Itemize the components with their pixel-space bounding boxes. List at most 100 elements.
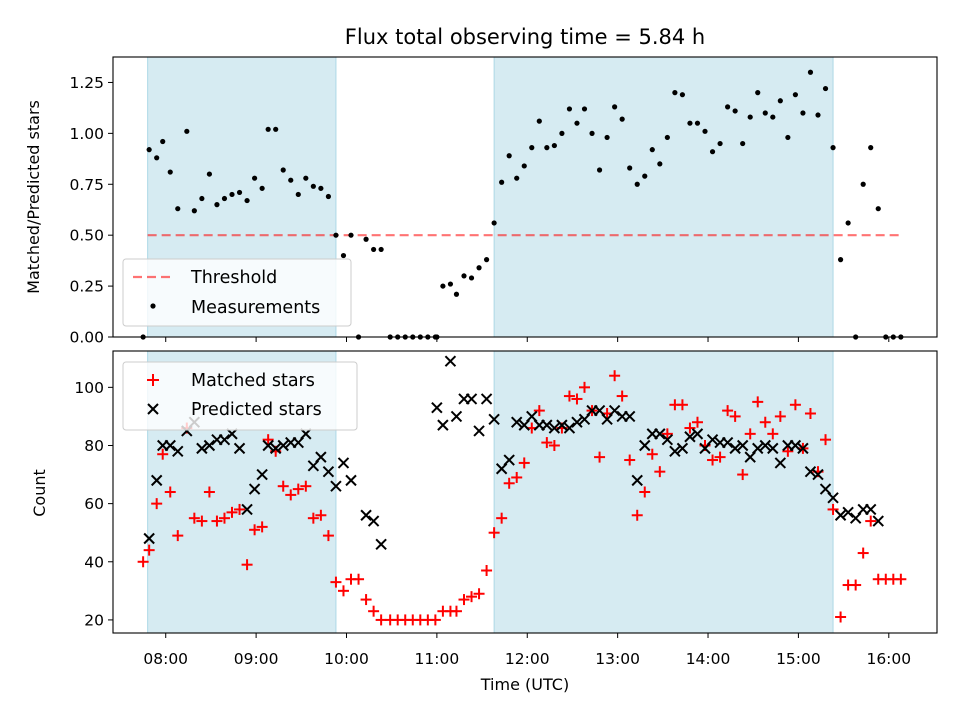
matched-star-point — [473, 588, 485, 600]
measurement-point — [679, 92, 686, 98]
measurement-point — [273, 126, 279, 132]
predicted-star-point — [608, 404, 621, 417]
predicted-star-point — [669, 445, 681, 458]
matched-star-point — [503, 477, 515, 489]
measurement-point — [378, 246, 384, 253]
matched-star-point — [624, 454, 636, 466]
top-plot-frame — [112, 56, 938, 338]
measurement-point — [574, 120, 580, 126]
measurement-point — [363, 236, 369, 242]
measurement-point — [649, 147, 655, 153]
y-tick-label: 40 — [84, 553, 104, 571]
measurement-point — [815, 112, 821, 118]
matched-star-point — [684, 422, 696, 434]
legend-matched-swatch — [147, 374, 159, 386]
measurement-point — [236, 189, 243, 196]
predicted-star-point — [759, 439, 771, 452]
predicted-star-point — [721, 436, 734, 449]
measurement-point — [453, 291, 460, 297]
measurement-point — [755, 90, 761, 96]
top-x-axis-ticks — [165, 337, 890, 342]
matched-star-point — [820, 434, 832, 446]
y-tick-label: 0.75 — [69, 176, 104, 194]
matched-star-point — [631, 509, 643, 521]
legend-measurements-swatch — [150, 303, 156, 309]
measurement-point — [167, 169, 173, 175]
predicted-star-point — [143, 532, 155, 545]
matched-star-point — [895, 573, 907, 585]
measurement-point — [868, 145, 874, 151]
measurement-point — [581, 106, 588, 112]
matched-star-point — [292, 483, 304, 495]
measurement-point — [199, 195, 205, 202]
predicted-star-point — [375, 538, 387, 551]
matched-star-point — [256, 521, 268, 533]
bottom-y-axis-ticks: 20 40 60 80 100 — [74, 379, 113, 629]
measurement-point — [280, 167, 286, 173]
predicted-star-point — [556, 419, 568, 431]
measurement-point — [371, 246, 377, 253]
top-legend: Threshold Measurements — [122, 258, 352, 327]
predicted-star-point — [367, 515, 380, 527]
measurement-point — [657, 161, 663, 167]
matched-star-point — [541, 437, 553, 449]
x-tick-label: 11:00 — [415, 650, 460, 668]
measurement-point — [206, 171, 213, 177]
matched-star-point — [368, 605, 380, 617]
predicted-star-point — [269, 442, 282, 455]
matched-star-point — [226, 506, 238, 518]
measurement-point — [747, 114, 753, 120]
predicted-star-point — [654, 428, 666, 440]
predicted-star-point — [277, 439, 289, 452]
matched-star-point — [137, 556, 149, 568]
matched-star-point — [188, 512, 200, 524]
legend-predicted-swatch — [147, 403, 159, 415]
measurement-point — [461, 273, 467, 279]
matched-star-point — [850, 579, 862, 591]
predicted-star-point — [834, 509, 847, 521]
matched-star-point — [234, 503, 246, 515]
measurement-point — [154, 155, 160, 161]
matched-star-point — [300, 480, 312, 492]
predicted-star-point — [872, 515, 884, 527]
bottom-legend-box — [122, 361, 358, 431]
legend-matched-label: Matched stars — [191, 371, 315, 391]
predicted-star-point — [691, 428, 704, 440]
predicted-star-point — [865, 503, 877, 516]
matched-star-point — [511, 471, 523, 483]
matched-star-point — [865, 515, 877, 527]
predicted-star-point — [322, 465, 335, 478]
measurements-series — [140, 69, 904, 340]
measurement-point — [770, 114, 776, 120]
predicted-star-point — [661, 433, 674, 446]
measurement-point — [612, 104, 618, 110]
x-tick-label: 08:00 — [143, 650, 188, 668]
measurement-point — [506, 153, 512, 159]
matched-star-point — [322, 530, 334, 542]
predicted-star-point — [752, 442, 764, 455]
measurement-point — [536, 118, 542, 124]
bottom-plot-frame — [112, 350, 938, 634]
matched-star-point — [737, 469, 749, 481]
predicted-star-point — [706, 433, 719, 446]
matched-star-point — [218, 512, 230, 524]
predicted-star-point — [444, 355, 457, 367]
measurement-point — [604, 134, 610, 141]
y-tick-label: 60 — [84, 495, 104, 513]
predicted-star-point — [827, 492, 839, 504]
measurement-point — [184, 128, 190, 134]
matched-star-point — [466, 591, 478, 603]
predicted-star-point — [676, 442, 689, 455]
measurement-point — [214, 202, 220, 208]
measurement-point — [687, 120, 693, 126]
measurement-point — [483, 257, 490, 263]
measurement-point — [860, 181, 866, 187]
measurement-point — [333, 232, 339, 238]
matched-star-point — [360, 594, 372, 606]
matched-star-point — [307, 512, 319, 524]
predicted-star-point — [842, 506, 854, 519]
measurement-point — [717, 140, 723, 147]
predicted-star-point — [736, 439, 749, 452]
predicted-star-point — [256, 468, 268, 481]
predicted-star-point — [172, 445, 184, 458]
